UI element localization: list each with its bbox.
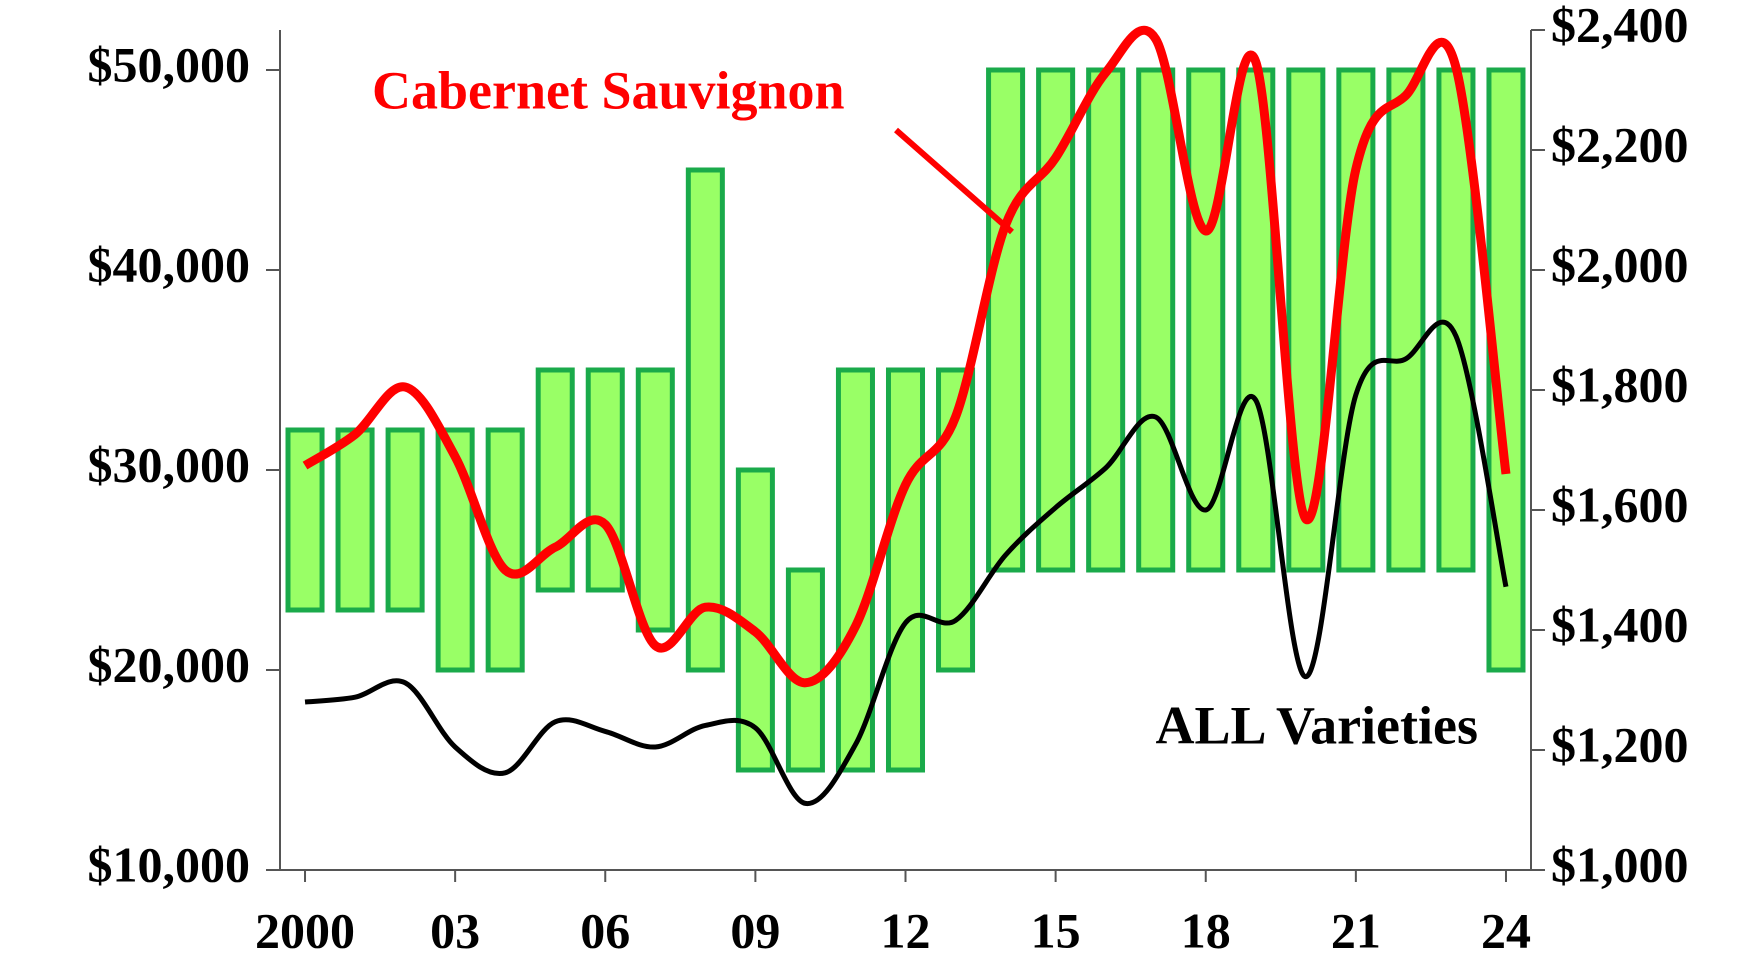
y2-tick-label: $2,400 [1551,0,1689,52]
y2-tick-label: $1,600 [1551,476,1689,532]
x-tick-label: 21 [1331,902,1381,958]
x-tick-label: 06 [580,902,630,958]
range-bar [335,427,375,613]
y-tick-label: $50,000 [88,36,251,92]
x-tick-label: 09 [730,902,780,958]
y2-tick-label: $1,800 [1551,356,1689,412]
annotation-leader [894,127,1014,235]
y-tick-label: $10,000 [88,836,251,892]
range-bar [635,367,675,633]
x-tick-label: 03 [430,902,480,958]
range-bar [685,167,725,673]
range-bar [885,367,926,773]
y-tick-label: $20,000 [88,636,251,692]
y-tick-label: $30,000 [88,436,251,492]
series-label: ALL Varieties [1155,695,1478,755]
range-bar [1086,67,1126,573]
y2-tick-label: $2,000 [1551,236,1689,292]
range-bar [1336,67,1376,573]
x-tick-label: 24 [1481,902,1531,958]
range-bar [1386,67,1426,573]
y2-tick-label: $1,200 [1551,716,1689,772]
range-bar [435,427,475,673]
x-tick-label: 15 [1031,902,1081,958]
x-tick-label: 18 [1181,902,1231,958]
y2-tick-label: $2,200 [1551,116,1689,172]
plot: $10,000 $20,000 $30,000 $40,000 $50,000 $1,00… [88,0,1689,958]
y2-tick-label: $1,400 [1551,596,1689,652]
y-tick-label: $40,000 [88,236,251,292]
x-tick-label: 2000 [255,902,355,958]
series-label: Cabernet Sauvignon [372,60,845,120]
range-bar [385,427,425,613]
range-bar [785,567,825,773]
range-bar [1036,67,1076,573]
range-bar [986,67,1026,573]
range-bar [1136,67,1176,573]
line-series [304,319,1509,806]
x-tick-label: 12 [881,902,931,958]
y2-tick-label: $1,000 [1551,836,1689,892]
